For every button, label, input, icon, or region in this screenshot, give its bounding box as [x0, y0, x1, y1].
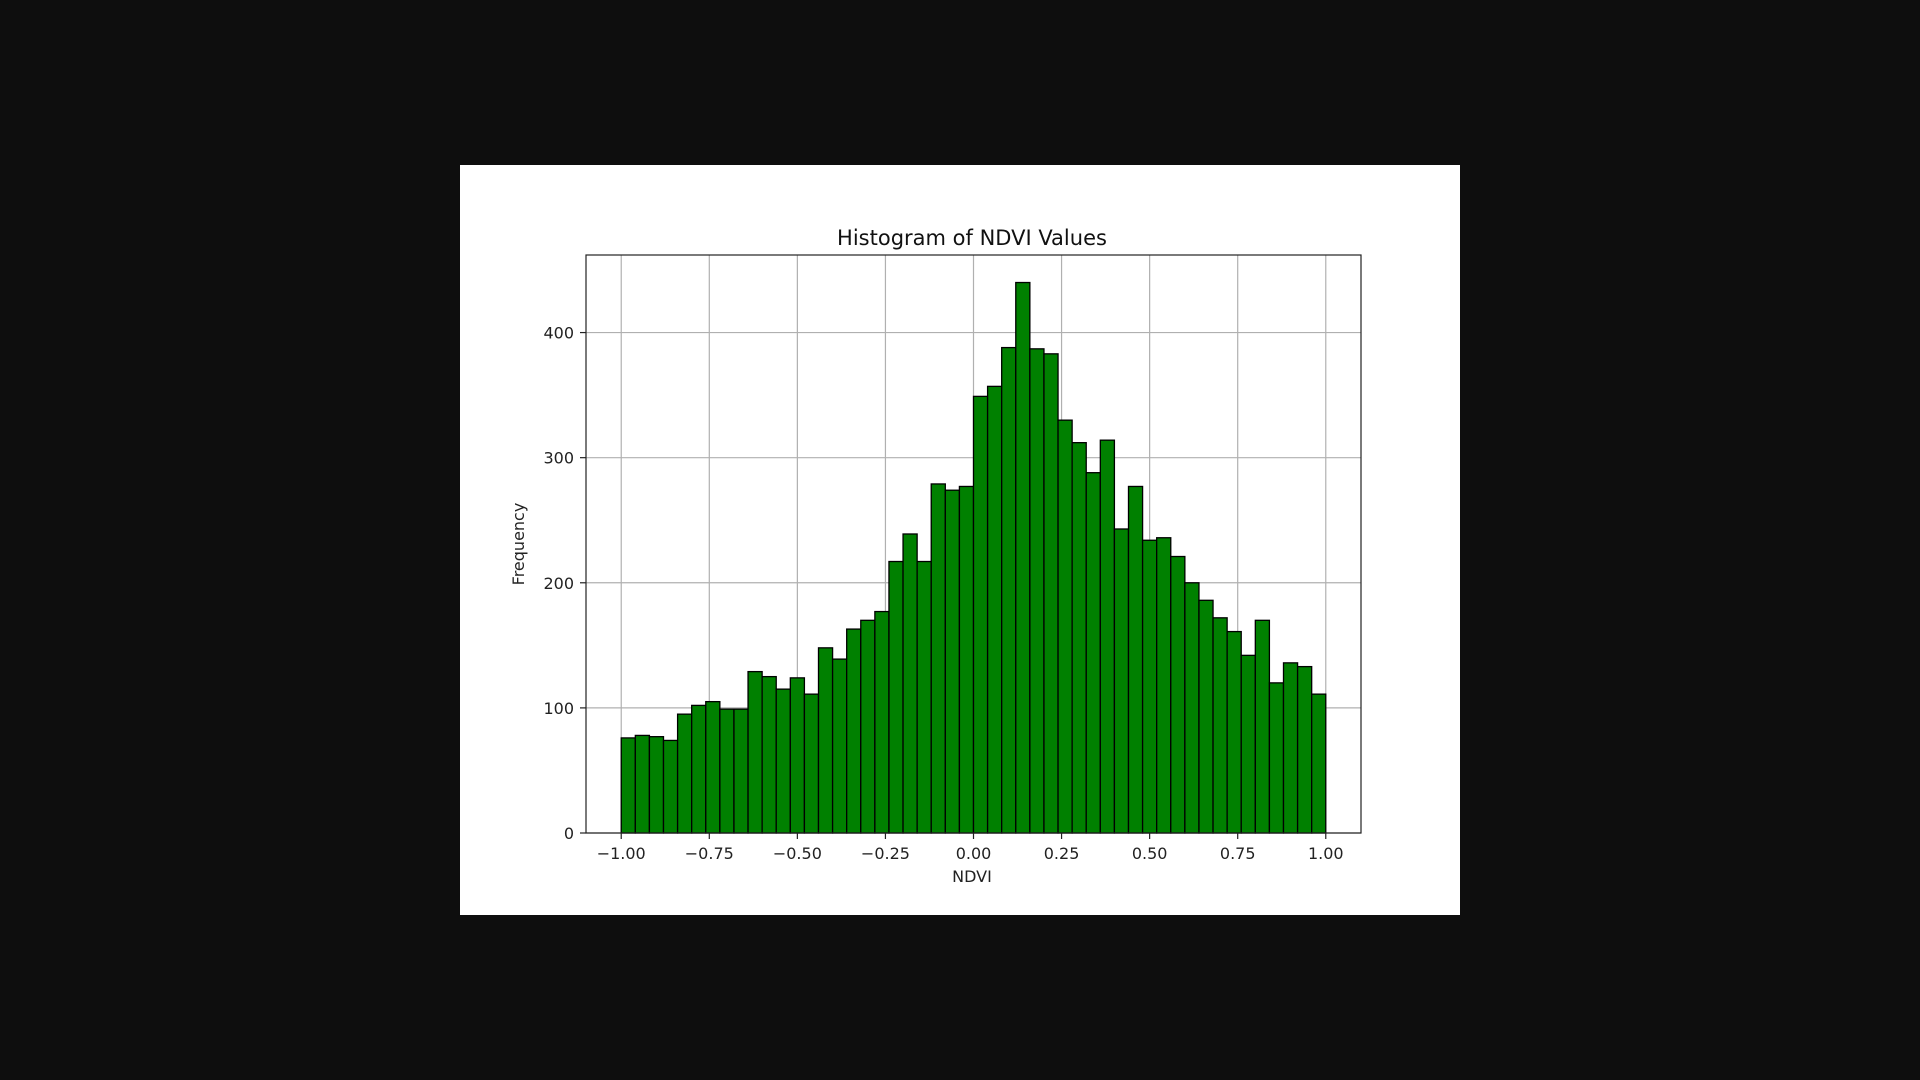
y-tick-label: 400: [543, 324, 574, 343]
histogram-chart: Histogram of NDVI Values −1.00 −0.75 −0.50…: [509, 226, 1362, 886]
histogram-bar: [958, 485, 975, 834]
y-axis-label: Frequency: [509, 503, 528, 586]
histogram-bar: [775, 688, 791, 834]
histogram-bar: [620, 737, 636, 834]
histogram-bars: [620, 281, 1327, 834]
histogram-bar: [1113, 528, 1130, 834]
histogram-bar: [676, 713, 693, 834]
histogram-bar: [1001, 346, 1017, 834]
x-tick-label: −0.75: [685, 844, 734, 863]
histogram-bar: [1071, 442, 1087, 834]
histogram-bar: [747, 670, 763, 834]
histogram-bar: [831, 658, 848, 834]
histogram-bar: [860, 619, 876, 834]
histogram-bar: [874, 610, 890, 834]
x-tick-label: 1.00: [1308, 844, 1344, 863]
x-tick-label: 0.50: [1132, 844, 1168, 863]
x-axis-ticks: −1.00 −0.75 −0.50 −0.25 0.00 0.25 0.50 0.75 1.00: [597, 833, 1344, 863]
histogram-bar: [1282, 662, 1299, 834]
histogram-bar: [1184, 582, 1200, 834]
histogram-bar: [1015, 281, 1031, 834]
histogram-bar: [1226, 630, 1242, 834]
histogram-bar: [888, 560, 904, 834]
histogram-bar: [662, 739, 679, 834]
histogram-bar: [719, 708, 735, 834]
histogram-bar: [1057, 419, 1073, 834]
histogram-bar: [1296, 665, 1313, 834]
histogram-bar: [1198, 599, 1214, 834]
histogram-bar: [1043, 353, 1059, 834]
x-tick-label: −1.00: [597, 844, 646, 863]
histogram-bar: [1029, 348, 1045, 834]
histogram-bar: [1311, 693, 1327, 834]
histogram-bar: [648, 736, 665, 834]
histogram-bar: [902, 533, 918, 834]
x-axis-label: NDVI: [952, 867, 992, 886]
histogram-bar: [916, 560, 932, 834]
x-tick-label: −0.50: [773, 844, 822, 863]
histogram-bar: [1099, 439, 1116, 834]
histogram-bar: [1212, 617, 1228, 834]
histogram-bar: [846, 628, 862, 834]
y-axis-ticks: 0 100 200 300 400: [543, 324, 586, 843]
histogram-bar: [733, 708, 749, 834]
histogram-bar: [817, 647, 834, 834]
histogram-bar: [1268, 682, 1285, 834]
chart-figure: Histogram of NDVI Values −1.00 −0.75 −0.50…: [460, 165, 1460, 915]
histogram-bar: [1170, 555, 1186, 834]
histogram-bar: [789, 677, 806, 834]
histogram-bar: [803, 693, 820, 834]
histogram-bar: [691, 704, 707, 834]
x-tick-label: 0.75: [1220, 844, 1256, 863]
histogram-bar: [1156, 537, 1172, 834]
histogram-bar: [1254, 619, 1271, 834]
y-tick-label: 200: [543, 574, 574, 593]
y-tick-label: 300: [543, 449, 574, 468]
histogram-bar: [944, 489, 961, 834]
histogram-bar: [930, 483, 946, 834]
x-tick-label: 0.00: [956, 844, 992, 863]
histogram-bar: [972, 395, 989, 834]
histogram-bar: [705, 700, 721, 834]
y-tick-label: 0: [564, 824, 574, 843]
histogram-bar: [634, 734, 651, 834]
histogram-bar: [761, 675, 777, 834]
y-tick-label: 100: [543, 699, 574, 718]
histogram-bar: [1085, 472, 1101, 834]
histogram-bar: [986, 385, 1003, 834]
histogram-bar: [1240, 654, 1256, 834]
x-tick-label: 0.25: [1044, 844, 1080, 863]
histogram-bar: [1127, 485, 1144, 834]
chart-title: Histogram of NDVI Values: [837, 226, 1107, 250]
x-tick-label: −0.25: [861, 844, 910, 863]
histogram-bar: [1141, 539, 1158, 834]
